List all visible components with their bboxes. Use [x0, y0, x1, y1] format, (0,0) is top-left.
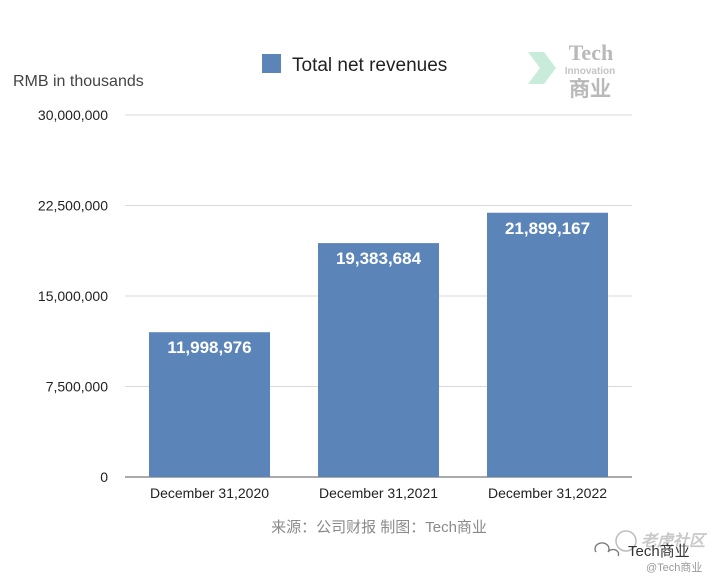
bar-value-label: 21,899,167 [505, 219, 590, 238]
y-tick-label: 30,000,000 [38, 107, 108, 123]
bar-value-labels: 11,998,976 19,383,684 21,899,167 [167, 219, 590, 357]
logo-cn: 商业 [569, 77, 611, 101]
logo-sub: Innovation [565, 66, 616, 77]
tiger-icon [615, 530, 637, 552]
watermark-line1: 老虎社区 [641, 532, 708, 550]
bar [318, 243, 439, 477]
tech-logo: Tech Innovation 商业 [528, 40, 615, 101]
y-tick-labels: 0 7,500,000 15,000,000 22,500,000 30,000,000 [38, 107, 108, 485]
bars [149, 212, 608, 477]
watermark-line3: @Tech商业 [646, 560, 702, 574]
x-tick-label: December 31,2020 [150, 485, 269, 501]
bar [487, 212, 608, 477]
x-tick-label: December 31,2022 [488, 485, 607, 501]
watermark: 老虎社区 Tech商业 @Tech商业 [594, 530, 708, 574]
y-tick-label: 0 [100, 469, 108, 485]
y-axis-label: RMB in thousands [13, 73, 144, 90]
bar [149, 332, 270, 477]
y-tick-label: 22,500,000 [38, 198, 108, 214]
legend-swatch [262, 54, 281, 73]
bar-value-label: 11,998,976 [167, 338, 251, 357]
legend-label: Total net revenues [292, 55, 447, 76]
source-note: 来源：公司财报 制图：Tech商业 [271, 519, 487, 536]
wechat-icon [594, 542, 620, 557]
x-tick-labels: December 31,2020 December 31,2021 December… [150, 485, 607, 501]
bar-value-label: 19,383,684 [336, 249, 422, 268]
logo-word: Tech [569, 40, 613, 65]
y-tick-label: 15,000,000 [38, 288, 108, 304]
logo-arrow-icon [528, 52, 556, 84]
y-tick-label: 7,500,000 [46, 379, 108, 395]
x-tick-label: December 31,2021 [319, 485, 438, 501]
legend: Total net revenues [262, 54, 447, 76]
watermark-line2: Tech商业 [628, 543, 690, 560]
